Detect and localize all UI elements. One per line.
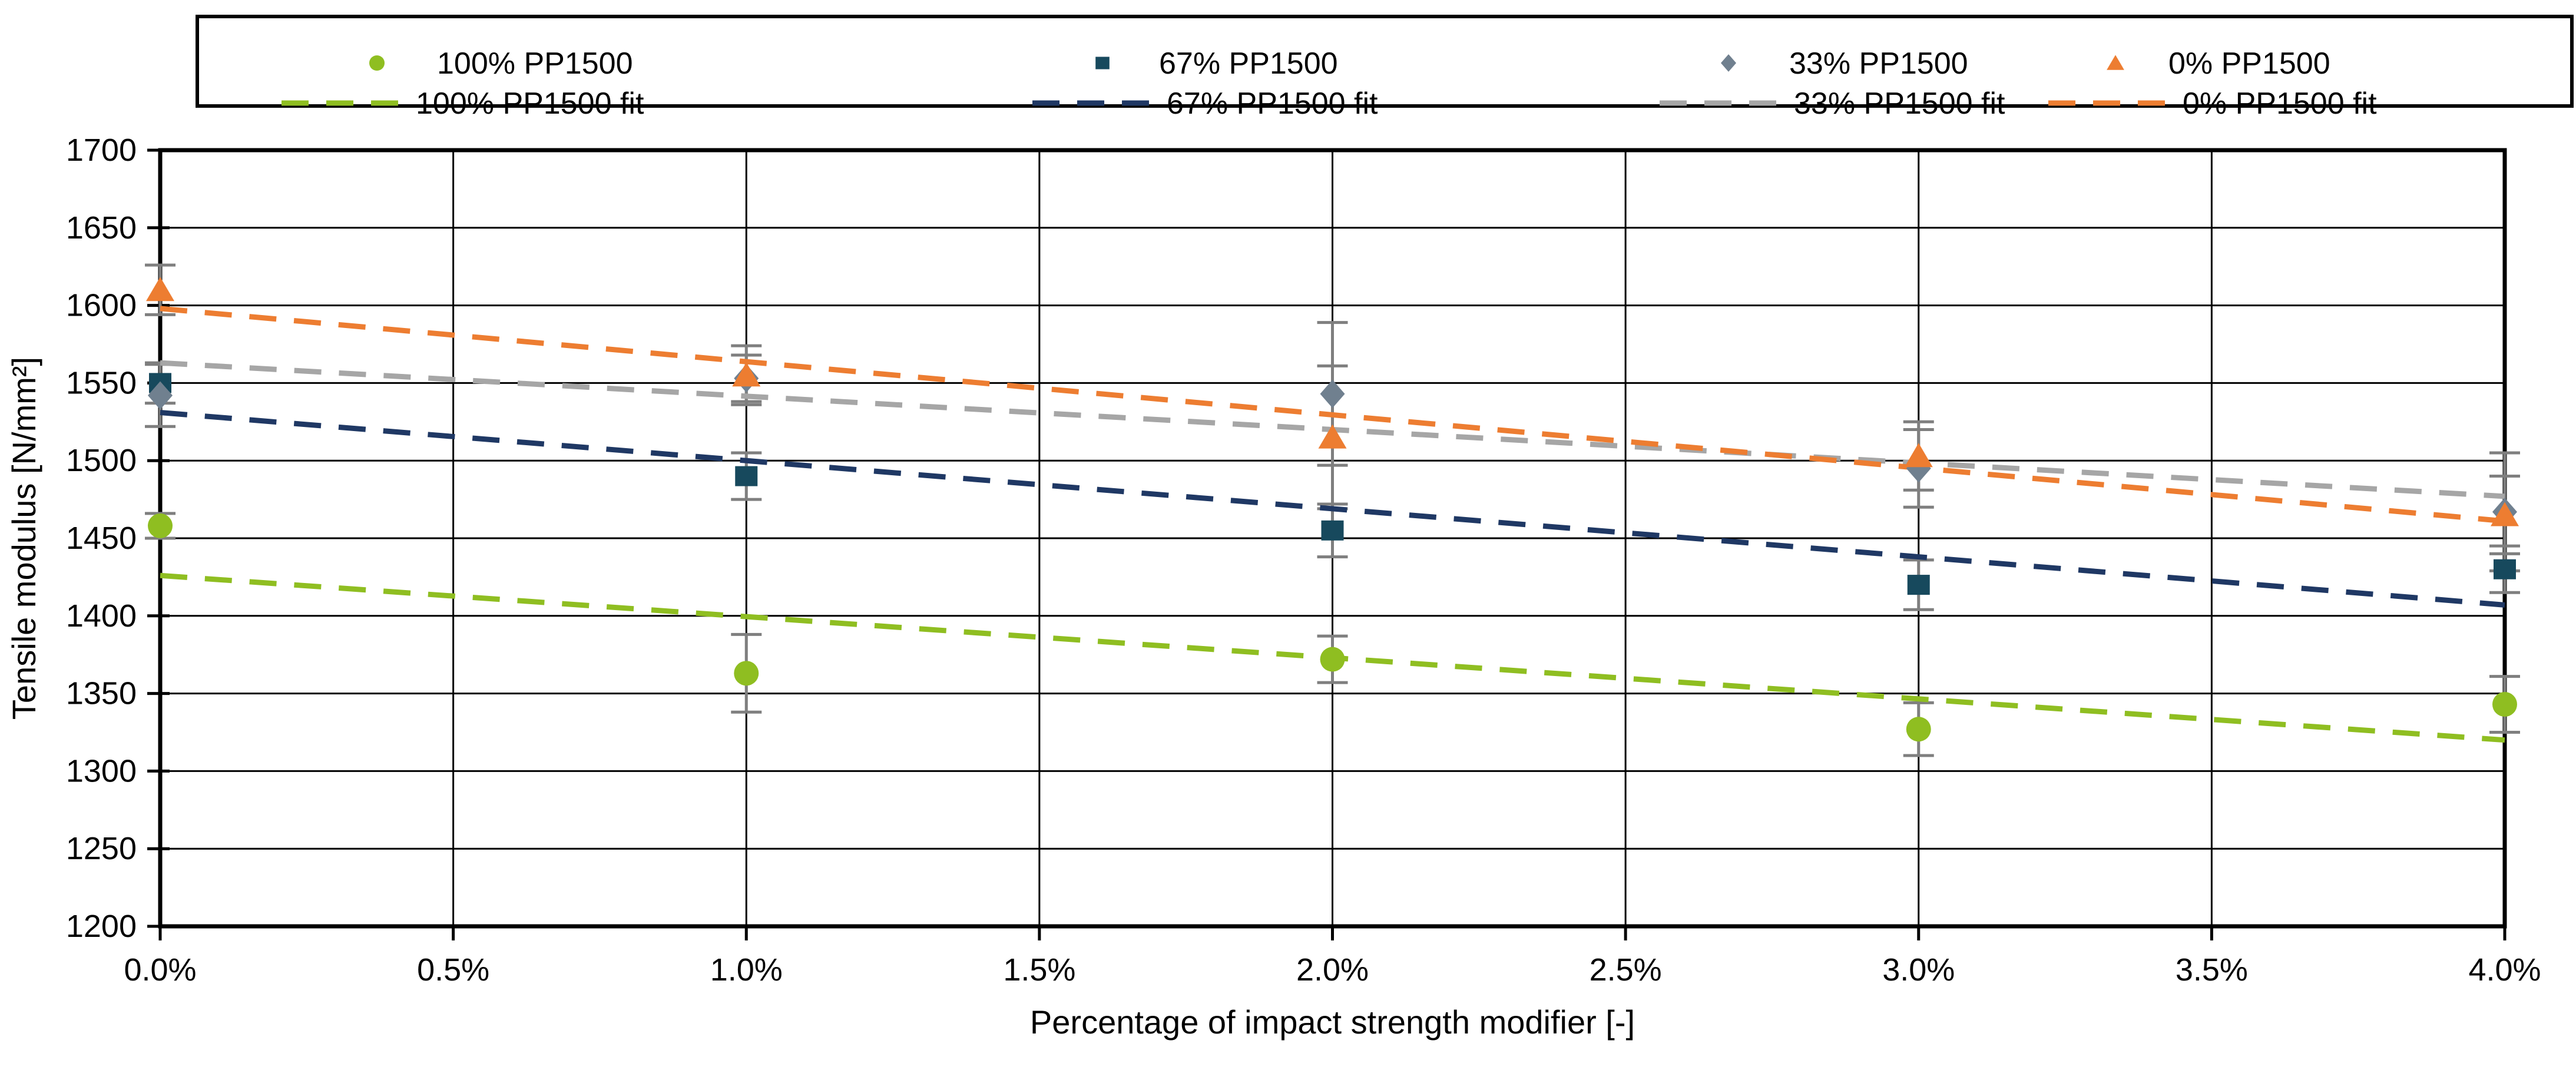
legend-marker-0-PP1500: [2107, 55, 2124, 70]
y-tick-label-1300: 1300: [66, 753, 137, 789]
x-tick-label-0.5%: 0.5%: [417, 952, 489, 988]
legend-marker-100-PP1500: [369, 55, 385, 71]
y-tick-label-1400: 1400: [66, 598, 137, 634]
data-point-67-PP1500-x1: [735, 466, 758, 486]
y-tick-label-1450: 1450: [66, 521, 137, 556]
data-point-67-PP1500-x2: [1321, 520, 1344, 541]
legend-label-0-PP1500-fit: 0% PP1500 fit: [2183, 87, 2377, 121]
legend-label-67-PP1500-fit: 67% PP1500 fit: [1167, 87, 1378, 121]
data-point-100-PP1500-x2: [1320, 647, 1345, 672]
y-tick-label-1550: 1550: [66, 365, 137, 400]
x-tick-label-4.0%: 4.0%: [2468, 952, 2541, 988]
data-point-33-PP1500-x2: [1320, 379, 1345, 408]
x-tick-label-1.5%: 1.5%: [1003, 952, 1075, 988]
data-point-100-PP1500-x1: [734, 661, 759, 686]
data-point-0-PP1500-x3: [1904, 443, 1933, 468]
data-point-0-PP1500-x0: [146, 277, 174, 302]
data-point-67-PP1500-x3: [1907, 575, 1930, 595]
data-point-67-PP1500-x4: [2494, 559, 2516, 579]
data-point-0-PP1500-x2: [1318, 424, 1347, 449]
y-tick-label-1350: 1350: [66, 676, 137, 711]
x-tick-label-2.0%: 2.0%: [1296, 952, 1369, 988]
y-tick-label-1200: 1200: [66, 909, 137, 944]
data-point-0-PP1500-x1: [732, 362, 761, 387]
legend-label-67-PP1500: 67% PP1500: [1159, 47, 1338, 81]
legend-label-33-PP1500: 33% PP1500: [1789, 47, 1968, 81]
legend-box: [196, 15, 2574, 108]
y-tick-label-1250: 1250: [66, 831, 137, 866]
legend-label-33-PP1500-fit: 33% PP1500 fit: [1794, 87, 2005, 121]
legend-marker-33-PP1500: [1720, 54, 1737, 72]
legend-label-100-PP1500: 100% PP1500: [437, 47, 633, 81]
x-tick-label-2.5%: 2.5%: [1590, 952, 1662, 988]
x-tick-label-1.0%: 1.0%: [710, 952, 783, 988]
legend-label-100-PP1500-fit: 100% PP1500 fit: [416, 87, 644, 121]
y-axis-title: Tensile modulus [N/mm²]: [5, 357, 42, 720]
fit-line-0-PP1500-fit: [160, 306, 2505, 524]
y-tick-label-1600: 1600: [66, 288, 137, 323]
fit-line-67-PP1500-fit: [160, 409, 2505, 608]
y-tick-label-1700: 1700: [66, 132, 137, 168]
data-point-0-PP1500-x4: [2491, 502, 2519, 526]
x-tick-label-3.0%: 3.0%: [1882, 952, 1955, 988]
data-point-33-PP1500-x0: [148, 381, 173, 410]
x-tick-label-3.5%: 3.5%: [2176, 952, 2248, 988]
x-tick-label-0.0%: 0.0%: [124, 952, 196, 988]
y-tick-label-1500: 1500: [66, 443, 137, 478]
data-point-100-PP1500-x0: [148, 513, 173, 538]
legend-label-0-PP1500: 0% PP1500: [2168, 47, 2330, 81]
legend-marker-67-PP1500: [1095, 57, 1110, 69]
x-axis-title: Percentage of impact strength modifier […: [1030, 1003, 1635, 1041]
data-point-100-PP1500-x4: [2492, 692, 2517, 717]
data-point-100-PP1500-x3: [1906, 717, 1931, 742]
y-tick-label-1650: 1650: [66, 210, 137, 246]
